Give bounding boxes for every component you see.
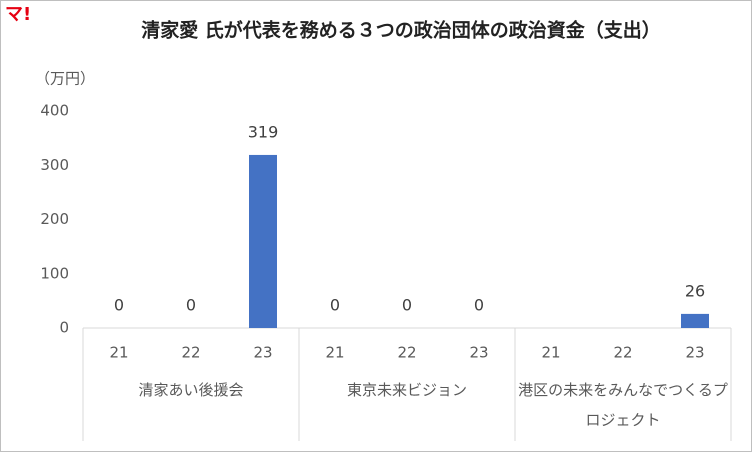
bar	[681, 313, 709, 328]
y-tick-label: 400	[40, 102, 69, 120]
bar	[249, 154, 277, 328]
group-label: 清家あい後援会	[138, 381, 244, 399]
y-tick-label: 100	[40, 264, 69, 282]
x-tick-label: 22	[397, 344, 416, 362]
x-tick-label: 23	[685, 344, 704, 362]
data-label: 0	[474, 296, 484, 315]
data-label: 0	[186, 296, 196, 315]
group-label: 東京未来ビジョン	[346, 381, 467, 399]
x-tick-label: 23	[253, 344, 272, 362]
y-tick-label: 0	[59, 319, 69, 337]
data-label: 0	[402, 296, 412, 315]
data-label: 0	[330, 296, 340, 315]
data-label: 26	[685, 281, 705, 300]
data-label: 319	[248, 122, 279, 141]
x-tick-label: 21	[541, 344, 560, 362]
x-tick-label: 22	[181, 344, 200, 362]
logo: マ!	[5, 4, 31, 25]
x-tick-label: 22	[613, 344, 632, 362]
x-tick-label: 21	[109, 344, 128, 362]
chart-title: 清家愛 氏が代表を務める３つの政治団体の政治資金（支出）	[141, 19, 661, 42]
y-tick-label: 300	[40, 156, 69, 174]
x-tick-label: 21	[325, 344, 344, 362]
y-axis-label: （万円）	[35, 70, 95, 88]
y-tick-label: 200	[40, 210, 69, 228]
x-tick-label: 23	[469, 344, 488, 362]
group-label: 港区の未来をみんなでつくるプロジェクト	[518, 381, 728, 429]
data-label: 0	[114, 296, 124, 315]
